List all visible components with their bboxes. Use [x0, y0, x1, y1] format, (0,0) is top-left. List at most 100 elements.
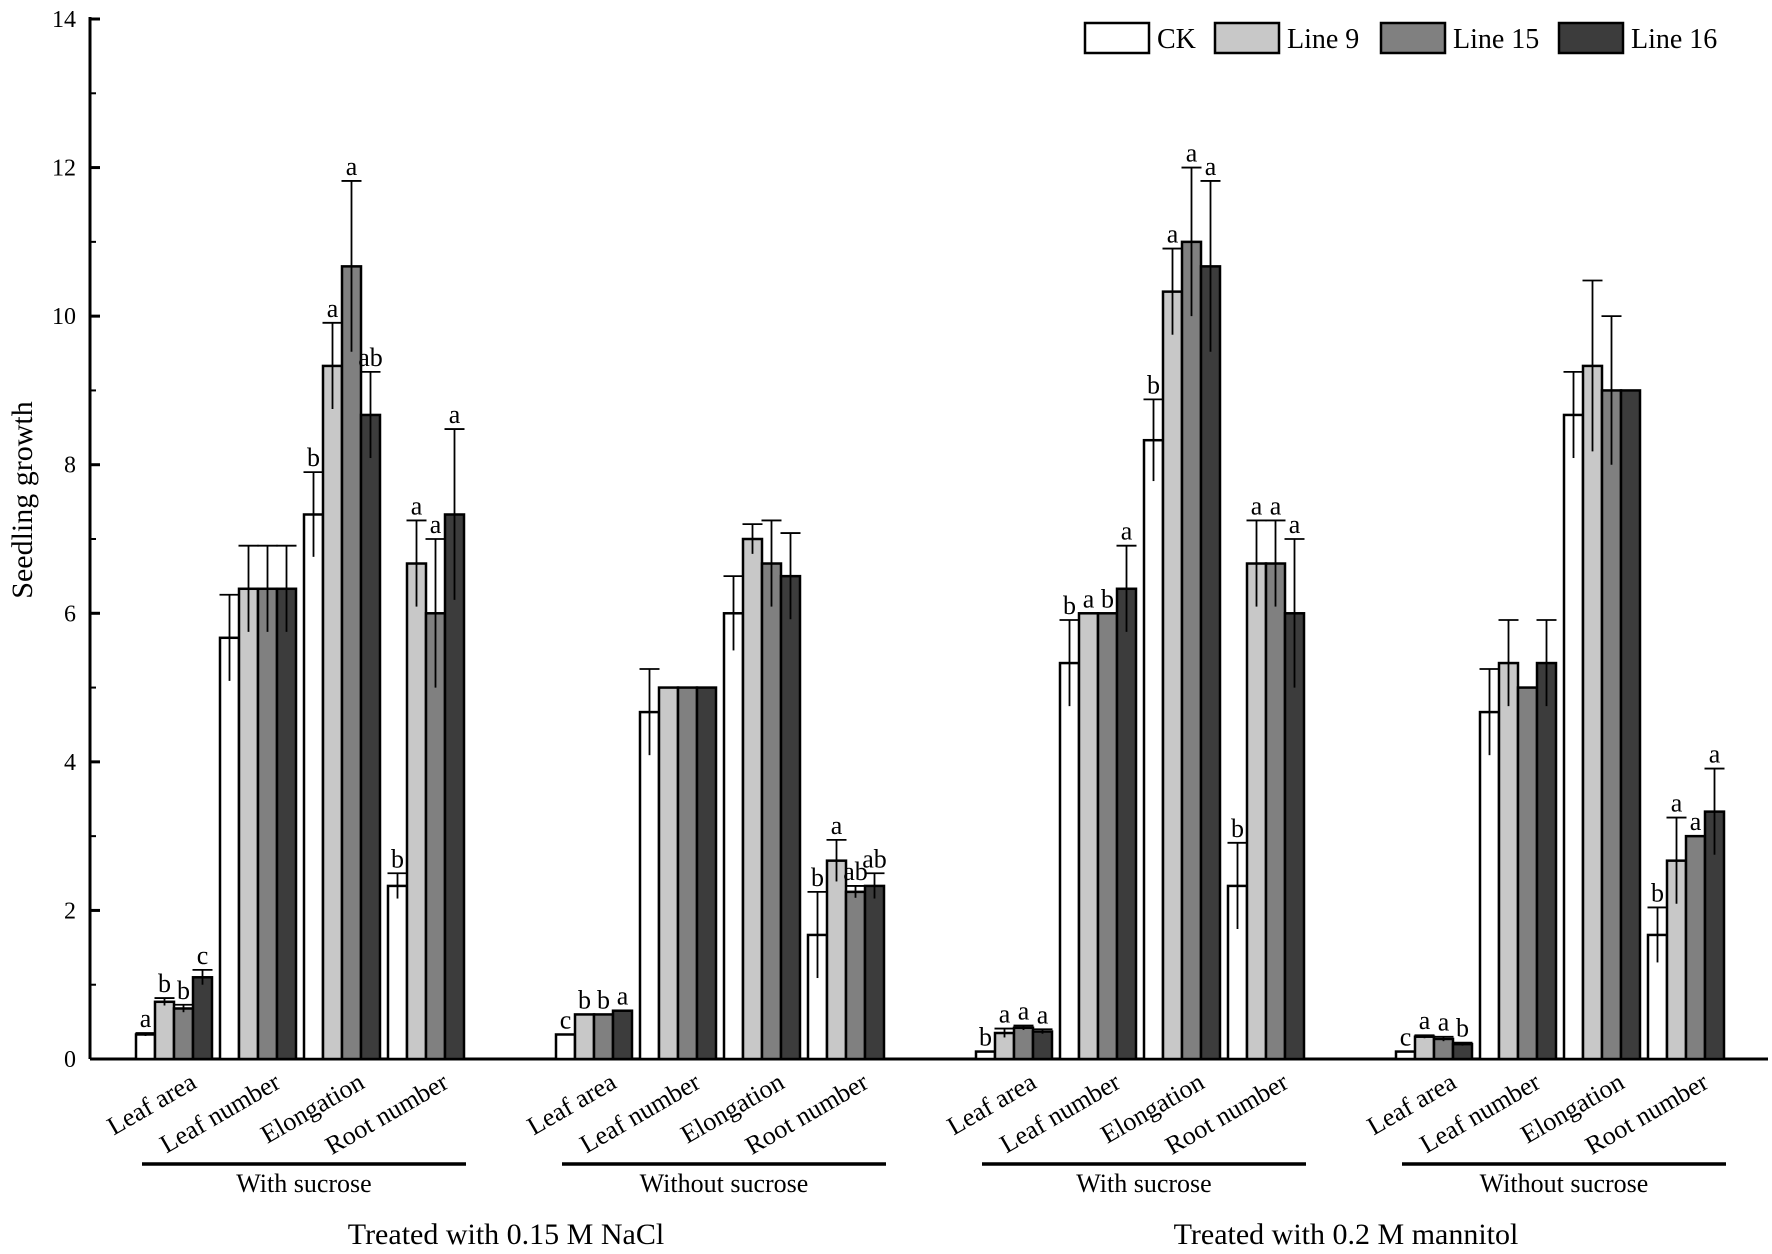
significance-letter: a: [449, 400, 461, 429]
bar-line-15: [1096, 612, 1119, 1061]
legend-label: Line 9: [1287, 24, 1359, 55]
y-tick-label: 6: [64, 601, 76, 627]
significance-letter: b: [1651, 878, 1664, 907]
bar-ck: [722, 612, 745, 1061]
bar-line-16: [1619, 389, 1642, 1061]
significance-letter: c: [197, 941, 209, 970]
significance-letter: b: [597, 985, 610, 1014]
bar-line-15: [340, 265, 363, 1061]
legend-label: Line 15: [1453, 24, 1539, 55]
bar-line-16: [1535, 661, 1558, 1061]
significance-letter: b: [177, 976, 190, 1005]
bar-ck: [134, 1033, 157, 1061]
bar-ck: [302, 513, 325, 1061]
bar-line-9: [405, 562, 428, 1061]
bar-line-15: [1516, 686, 1539, 1061]
bar-line-15: [844, 890, 867, 1061]
bar-line-9: [153, 1000, 176, 1061]
bar-ck: [386, 884, 409, 1061]
bar-ck: [638, 710, 661, 1061]
significance-letter: a: [1167, 220, 1179, 249]
treatment-label: Treated with 0.2 M mannitol: [1174, 1218, 1519, 1251]
bar-ck: [1058, 661, 1081, 1061]
legend: CK Line 9 Line 15 Line 16: [1083, 21, 1717, 55]
bar-line-9: [657, 686, 680, 1061]
bar-ck: [1562, 413, 1585, 1061]
bar-ck: [554, 1033, 577, 1061]
bar-line-16: [611, 1009, 634, 1061]
bar-line-15: [256, 587, 279, 1061]
significance-letter: a: [1018, 997, 1030, 1026]
significance-letter: b: [979, 1023, 992, 1052]
y-tick-label: 4: [64, 750, 76, 776]
bar-line-16: [1031, 1030, 1054, 1061]
bar-line-16: [1115, 587, 1138, 1061]
significance-letter: a: [327, 294, 339, 323]
significance-letter: ab: [843, 857, 868, 886]
significance-letter: b: [811, 863, 824, 892]
bar-line-15: [760, 562, 783, 1061]
significance-letter: a: [1083, 584, 1095, 613]
bar-line-9: [1245, 562, 1268, 1061]
significance-letter: b: [1147, 370, 1160, 399]
significance-letter: a: [1690, 807, 1702, 836]
significance-letter: a: [430, 510, 442, 539]
significance-letter: ab: [862, 844, 887, 873]
significance-letter: b: [307, 443, 320, 472]
significance-letter: a: [1186, 139, 1198, 168]
bar-ck: [1142, 438, 1165, 1061]
bar-line-15: [1684, 834, 1707, 1061]
bar-line-15: [1432, 1037, 1455, 1061]
bar-line-16: [1199, 265, 1222, 1061]
bar-line-9: [1497, 661, 1520, 1061]
condition-label: Without sucrose: [1480, 1169, 1649, 1198]
bar-line-15: [1264, 562, 1287, 1061]
significance-letter: b: [1456, 1014, 1469, 1043]
significance-letter: b: [158, 969, 171, 998]
significance-letter: a: [1709, 740, 1721, 769]
bar-line-9: [573, 1013, 596, 1061]
significance-letter: a: [1671, 789, 1683, 818]
bar-ck: [974, 1050, 997, 1061]
significance-letter: ab: [358, 343, 383, 372]
bar-line-16: [191, 976, 214, 1061]
bar-line-9: [1581, 364, 1604, 1061]
bar-line-16: [275, 587, 298, 1061]
bar-line-9: [825, 859, 848, 1061]
bar-ck: [1478, 710, 1501, 1061]
y-axis-label: Seedling growth: [6, 401, 39, 598]
significance-letter: a: [1438, 1008, 1450, 1037]
significance-letter: a: [831, 811, 843, 840]
condition-label: Without sucrose: [640, 1169, 809, 1198]
bar-line-16: [779, 574, 802, 1061]
bar-line-9: [741, 537, 764, 1061]
bar-ck: [1394, 1050, 1417, 1061]
bars: [134, 166, 1726, 1061]
significance-letter: b: [578, 985, 591, 1014]
bar-line-16: [863, 884, 886, 1061]
significance-letter: a: [1419, 1006, 1431, 1035]
significance-letter: a: [140, 1004, 152, 1033]
significance-letter: a: [999, 1000, 1011, 1029]
significance-letter: b: [1063, 591, 1076, 620]
bar-line-9: [237, 587, 260, 1061]
significance-letter: b: [1101, 584, 1114, 613]
y-tick-label: 0: [64, 1047, 76, 1073]
significance-letter: a: [411, 491, 423, 520]
bar-line-16: [695, 686, 718, 1061]
legend-swatch: [1379, 21, 1447, 55]
y-tick-label: 2: [64, 898, 76, 924]
legend-swatch: [1557, 21, 1625, 55]
bar-line-15: [1012, 1026, 1035, 1061]
bar-line-15: [1600, 389, 1623, 1061]
significance-letter: a: [617, 982, 629, 1011]
bar-line-9: [1077, 612, 1100, 1061]
bar-line-15: [1180, 240, 1203, 1061]
bar-line-16: [1451, 1042, 1474, 1061]
bar-line-15: [676, 686, 699, 1061]
significance-letter: a: [1289, 510, 1301, 539]
bar-ck: [218, 636, 241, 1061]
y-tick-label: 12: [52, 156, 76, 182]
bar-line-9: [1413, 1035, 1436, 1061]
